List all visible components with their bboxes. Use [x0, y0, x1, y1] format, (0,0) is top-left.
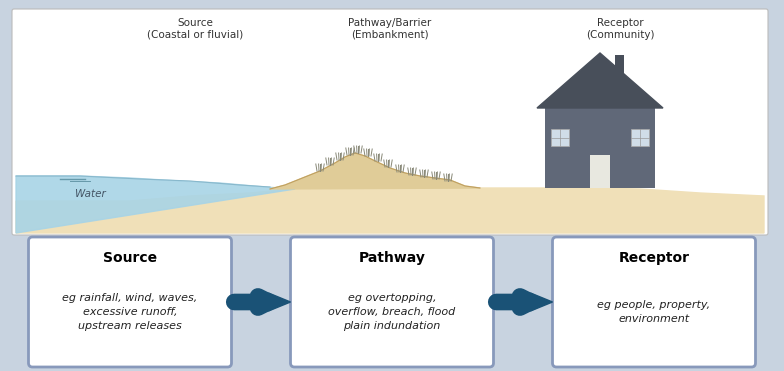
- FancyBboxPatch shape: [553, 237, 756, 367]
- FancyBboxPatch shape: [291, 237, 493, 367]
- Bar: [615, 55, 624, 73]
- Bar: [590, 155, 610, 188]
- Polygon shape: [268, 293, 291, 311]
- Text: Pathway/Barrier
(Embankment): Pathway/Barrier (Embankment): [348, 18, 432, 40]
- Bar: [545, 108, 655, 188]
- Polygon shape: [16, 176, 295, 233]
- Text: Receptor: Receptor: [619, 251, 689, 265]
- FancyBboxPatch shape: [12, 9, 768, 235]
- FancyBboxPatch shape: [28, 237, 231, 367]
- Bar: [231, 298, 268, 306]
- Text: Water: Water: [75, 189, 106, 199]
- Text: Source: Source: [103, 251, 157, 265]
- Text: Receptor
(Community): Receptor (Community): [586, 18, 655, 40]
- Bar: [631, 129, 649, 146]
- Bar: [551, 129, 569, 146]
- Bar: [493, 298, 531, 306]
- Text: Source
(Coastal or fluvial): Source (Coastal or fluvial): [147, 18, 243, 40]
- Polygon shape: [16, 188, 764, 233]
- Text: eg rainfall, wind, waves,
excessive runoff,
upstream releases: eg rainfall, wind, waves, excessive runo…: [63, 293, 198, 331]
- Text: eg overtopping,
overflow, breach, flood
plain indundation: eg overtopping, overflow, breach, flood …: [328, 293, 456, 331]
- Text: eg people, property,
environment: eg people, property, environment: [597, 300, 710, 324]
- Polygon shape: [270, 153, 480, 189]
- Text: Pathway: Pathway: [358, 251, 426, 265]
- Polygon shape: [537, 53, 663, 108]
- Polygon shape: [531, 293, 553, 311]
